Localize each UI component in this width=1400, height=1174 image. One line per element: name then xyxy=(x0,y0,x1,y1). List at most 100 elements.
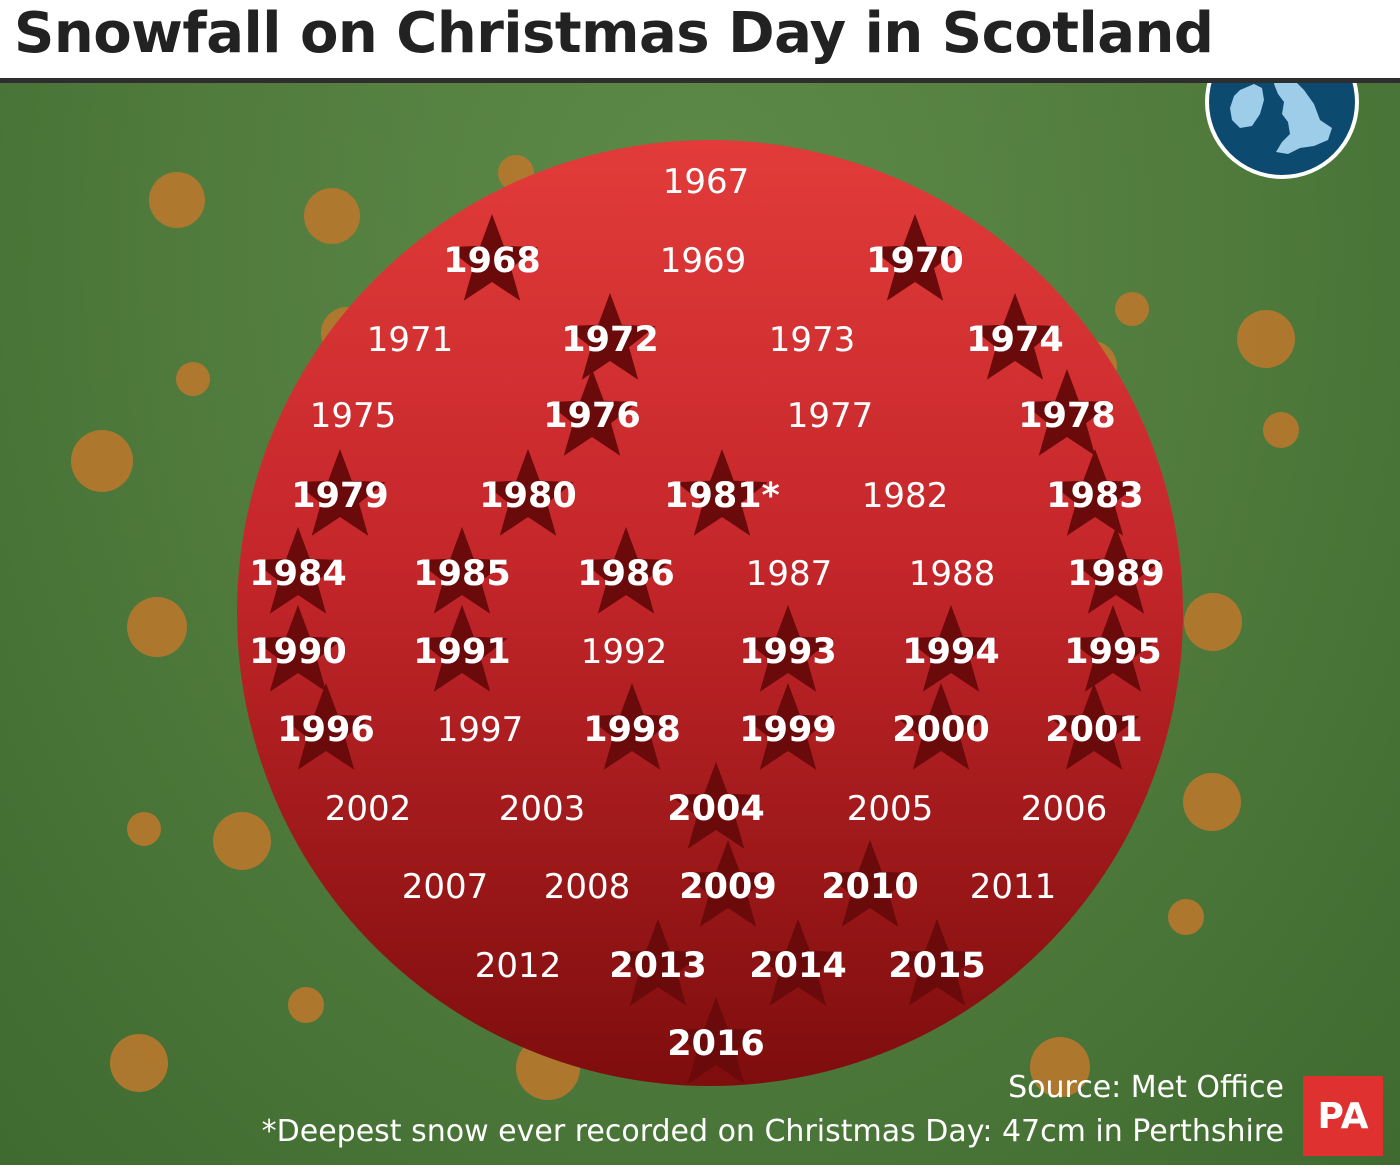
year-label-snow: 1981* xyxy=(664,476,780,516)
year-label-snow: 1998 xyxy=(583,710,680,750)
star-icon xyxy=(294,449,386,536)
star-icon xyxy=(682,840,774,927)
source-note: Source: Met Office xyxy=(1008,1070,1284,1105)
year-label-snow: 1979 xyxy=(291,476,388,516)
year-label-snow: 1976 xyxy=(543,396,640,436)
star-icon xyxy=(905,605,997,692)
star-icon xyxy=(446,214,538,301)
star-icon xyxy=(612,919,704,1006)
year-label-snow: 1980 xyxy=(479,476,576,516)
star-icon xyxy=(670,997,762,1084)
footnote: *Deepest snow ever recorded on Christmas… xyxy=(261,1114,1284,1149)
year-label-no-snow: 2007 xyxy=(402,867,489,907)
background-dot xyxy=(1168,899,1204,935)
background-dot xyxy=(176,362,210,396)
year-label-snow: 1996 xyxy=(277,710,374,750)
year-label-no-snow: 1992 xyxy=(581,632,668,672)
year-label-no-snow: 1977 xyxy=(787,396,874,436)
background-dot xyxy=(149,172,205,228)
year-label-snow: 2015 xyxy=(888,946,985,986)
star-icon xyxy=(482,449,574,536)
year-label-snow: 1995 xyxy=(1064,632,1161,672)
year-label-no-snow: 1975 xyxy=(310,396,397,436)
background-dot xyxy=(1237,310,1295,368)
star-icon xyxy=(670,762,762,849)
year-label-snow: 1991 xyxy=(413,632,510,672)
star-icon xyxy=(1021,369,1113,456)
star-icon xyxy=(580,527,672,614)
infographic-board: 1967 1968 1969 1970 1971 1972 1973 1974 1975 1976… xyxy=(0,83,1400,1165)
star-icon xyxy=(969,293,1061,380)
star-icon xyxy=(280,683,372,770)
year-label-snow: 1985 xyxy=(413,554,510,594)
year-label-no-snow: 1982 xyxy=(862,476,949,516)
year-label-snow: 1993 xyxy=(739,632,836,672)
year-label-snow: 2004 xyxy=(667,789,764,829)
background-dot xyxy=(1115,292,1149,326)
bauble xyxy=(237,140,1183,1086)
year-label-no-snow: 1971 xyxy=(367,320,454,360)
background-dot xyxy=(1183,773,1241,831)
star-icon xyxy=(416,605,508,692)
star-icon xyxy=(252,527,344,614)
year-label-snow: 1978 xyxy=(1018,396,1115,436)
star-icon xyxy=(824,840,916,927)
uk-map-icon xyxy=(1204,83,1360,180)
year-label-no-snow: 1969 xyxy=(660,241,747,281)
background-dot xyxy=(288,987,324,1023)
pa-logo-text: PA xyxy=(1317,1095,1369,1137)
background-dot xyxy=(213,812,271,870)
star-icon xyxy=(869,214,961,301)
star-icon xyxy=(252,605,344,692)
year-label-snow: 2016 xyxy=(667,1024,764,1064)
year-label-no-snow: 2006 xyxy=(1021,789,1108,829)
year-label-snow: 2013 xyxy=(609,946,706,986)
year-label-snow: 2000 xyxy=(892,710,989,750)
page-title: Snowfall on Christmas Day in Scotland xyxy=(14,1,1214,66)
background-dot xyxy=(1184,593,1242,651)
year-label-snow: 1968 xyxy=(443,241,540,281)
year-label-no-snow: 1988 xyxy=(909,554,996,594)
background-dot xyxy=(127,597,187,657)
year-label-snow: 2001 xyxy=(1045,710,1142,750)
star-icon xyxy=(895,683,987,770)
year-label-no-snow: 1973 xyxy=(769,320,856,360)
star-icon xyxy=(1067,605,1159,692)
year-label-no-snow: 1967 xyxy=(663,162,750,202)
year-label-snow: 1972 xyxy=(561,320,658,360)
star-icon xyxy=(1049,449,1141,536)
star-icon xyxy=(416,527,508,614)
star-icon xyxy=(891,919,983,1006)
bottom-divider xyxy=(0,1165,1400,1174)
year-label-no-snow: 2011 xyxy=(970,867,1057,907)
year-label-no-snow: 2008 xyxy=(544,867,631,907)
star-icon xyxy=(752,919,844,1006)
star-icon xyxy=(1048,683,1140,770)
background-dot xyxy=(110,1034,168,1092)
star-icon xyxy=(586,683,678,770)
year-label-snow: 2014 xyxy=(749,946,846,986)
year-grid: 1967 1968 1969 1970 1971 1972 1973 1974 1975 1976… xyxy=(249,162,1165,1084)
header-divider xyxy=(0,78,1400,83)
year-label-no-snow: 1987 xyxy=(746,554,833,594)
star-icon xyxy=(742,605,834,692)
year-label-snow: 1994 xyxy=(902,632,999,672)
infographic-canvas: 1967 1968 1969 1970 1971 1972 1973 1974 1975 1976… xyxy=(71,140,1299,1100)
year-label-snow: 1983 xyxy=(1046,476,1143,516)
year-label-no-snow: 2002 xyxy=(325,789,412,829)
year-label-snow: 1999 xyxy=(739,710,836,750)
star-icon xyxy=(742,683,834,770)
star-icon xyxy=(546,369,638,456)
year-label-snow: 2010 xyxy=(821,867,918,907)
background-dot xyxy=(71,430,133,492)
background-dot xyxy=(127,812,161,846)
background-dot xyxy=(1030,1037,1090,1097)
background-dot xyxy=(1263,412,1299,448)
year-label-snow: 1970 xyxy=(866,241,963,281)
star-icon xyxy=(1070,527,1162,614)
year-label-no-snow: 2003 xyxy=(499,789,586,829)
year-label-snow: 1984 xyxy=(249,554,346,594)
year-label-no-snow: 2012 xyxy=(475,946,562,986)
year-label-no-snow: 2005 xyxy=(847,789,934,829)
year-label-snow: 1974 xyxy=(966,320,1063,360)
